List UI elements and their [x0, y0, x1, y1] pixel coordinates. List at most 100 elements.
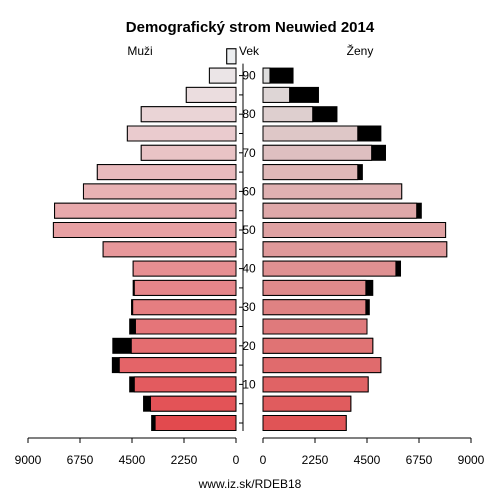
age-tick-label: 30 [242, 300, 256, 314]
bar-fill [262, 337, 374, 354]
bar-fill [226, 48, 237, 65]
bar-male-2 [129, 376, 237, 393]
chart-title: Demografický strom Neuwied 2014 [126, 19, 375, 36]
bar-fill [262, 318, 368, 335]
x-tick-label-right: 9000 [458, 453, 485, 467]
bar-female-14 [262, 144, 386, 161]
bar-fill [82, 183, 237, 200]
bar-fill [262, 67, 271, 84]
bar-male-17 [185, 86, 237, 103]
bar-fill [133, 376, 237, 393]
bar-fill [133, 279, 237, 296]
bar-female-10 [262, 222, 447, 238]
bar-fill [262, 183, 403, 200]
bar-fill [262, 106, 314, 123]
bar-fill [262, 86, 291, 103]
bar-male-6 [131, 299, 237, 316]
x-tick-label-left: 0 [233, 453, 240, 467]
x-tick-label-left: 9000 [15, 453, 42, 467]
bar-fill [262, 376, 369, 393]
bar-fill [96, 164, 237, 181]
bar-male-10 [52, 222, 237, 238]
bar-male-14 [140, 144, 237, 161]
bar-fill [262, 241, 448, 258]
bar-fill [262, 144, 373, 161]
bar-fill [118, 357, 237, 374]
age-tick-label: 50 [242, 223, 256, 237]
bar-female-16 [262, 106, 338, 123]
bar-fill [132, 299, 237, 316]
bar-female-8 [262, 260, 402, 277]
bar-fill [132, 260, 237, 277]
bar-male-1 [143, 395, 237, 412]
bar-female-12 [262, 183, 403, 200]
bar-male-9 [102, 241, 237, 258]
bar-fill [54, 202, 237, 219]
bar-female-18 [262, 67, 294, 84]
bar-male-11 [54, 202, 237, 219]
bar-male-5 [129, 318, 237, 335]
right-label: Ženy [347, 43, 374, 58]
bar-male-13 [96, 164, 237, 181]
bar-male-8 [132, 260, 237, 277]
x-tick-label-left: 4500 [119, 453, 146, 467]
bar-female-5 [262, 318, 368, 335]
bar-fill [208, 67, 237, 84]
bar-female-4 [262, 337, 374, 354]
bar-fill [262, 395, 352, 412]
bar-male-4 [112, 337, 237, 354]
bar-male-7 [132, 279, 237, 296]
bar-fill [262, 222, 447, 238]
bar-fill [262, 357, 382, 374]
age-tick-label: 70 [242, 146, 256, 160]
bar-female-0 [262, 415, 347, 431]
age-tick-label: 90 [242, 69, 256, 83]
age-tick-label: 80 [242, 107, 256, 121]
x-tick-label-right: 4500 [354, 453, 381, 467]
bar-female-15 [262, 125, 382, 142]
bar-fill [126, 125, 237, 142]
bar-female-2 [262, 376, 369, 393]
bar-male-3 [111, 357, 237, 374]
bar-fill [134, 318, 237, 335]
bar-male-0 [151, 415, 237, 431]
left-label: Muži [127, 44, 152, 58]
bar-female-13 [262, 164, 363, 181]
bar-fill [262, 279, 367, 296]
bar-male-12 [82, 183, 237, 200]
age-tick-label: 20 [242, 339, 256, 353]
bar-fill [149, 395, 237, 412]
bar-male-18 [208, 67, 237, 84]
x-tick-label-left: 6750 [67, 453, 94, 467]
footer-url: www.iz.sk/RDEB18 [198, 477, 302, 491]
bar-male-16 [140, 106, 237, 123]
age-tick-label: 60 [242, 184, 256, 198]
bar-female-1 [262, 395, 352, 412]
bar-fill [262, 125, 359, 142]
age-tick-label: 10 [242, 377, 256, 391]
bar-female-3 [262, 357, 382, 374]
x-tick-label-right: 2250 [302, 453, 329, 467]
bar-male-15 [126, 125, 237, 142]
bar-female-9 [262, 241, 448, 258]
bar-fill [140, 144, 237, 161]
age-tick-label: 40 [242, 262, 256, 276]
x-tick-label-left: 2250 [171, 453, 198, 467]
bar-fill [52, 222, 237, 238]
bar-female-7 [262, 279, 374, 296]
bar-fill [185, 86, 237, 103]
bar-fill [130, 337, 237, 354]
axes-group: 10 20 30 40 50 60 70 80 90 9000 6750 4500 2250 0 0 2250… [15, 63, 485, 467]
bar-fill [262, 415, 347, 431]
bar-fill [262, 299, 367, 316]
bar-fill [262, 164, 359, 181]
x-tick-label-right: 6750 [406, 453, 433, 467]
bars-group [52, 48, 448, 431]
bar-fill [154, 415, 237, 431]
bar-female-6 [262, 299, 370, 316]
bar-fill [262, 260, 397, 277]
bar-female-11 [262, 202, 422, 219]
bar-fill [102, 241, 237, 258]
bar-fill [140, 106, 237, 123]
